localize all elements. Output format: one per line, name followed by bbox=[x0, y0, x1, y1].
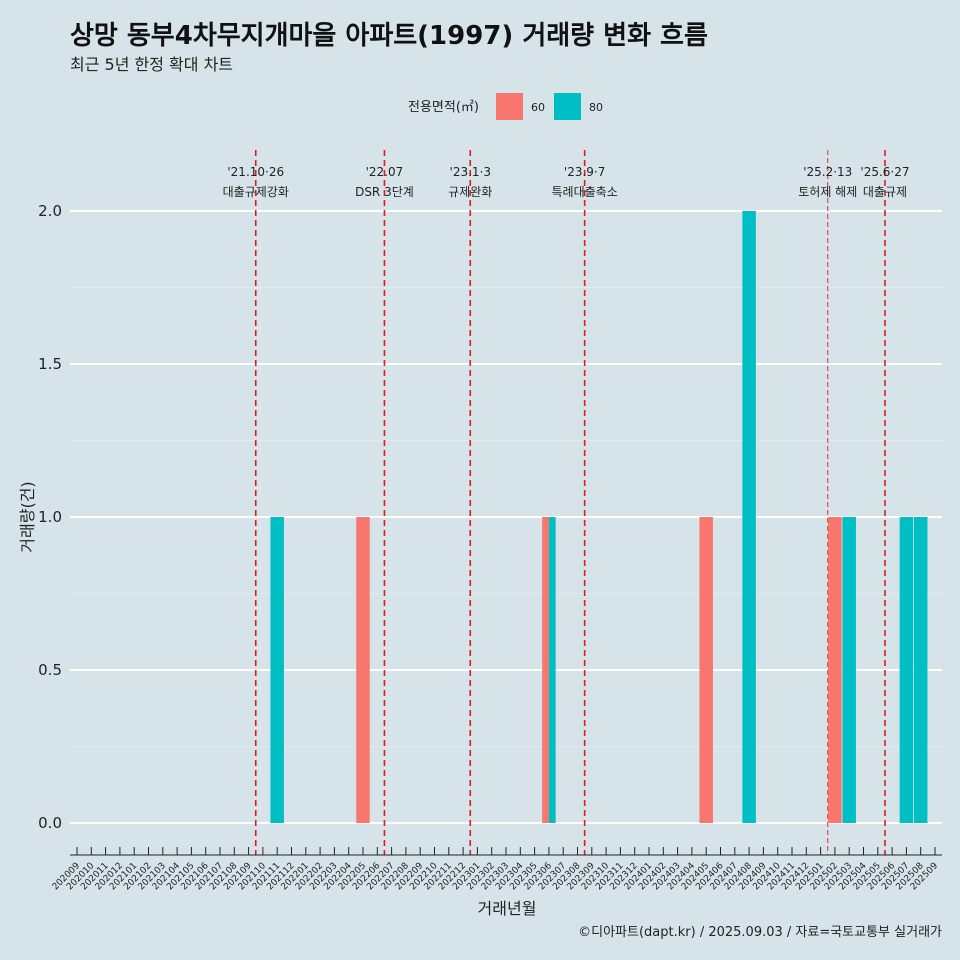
bar-60-202205 bbox=[356, 517, 370, 823]
bar-60-202405 bbox=[699, 517, 713, 823]
y-axis-title: 거래량(건) bbox=[18, 481, 37, 552]
event-lines: '21.10·26 대출규제강화 '22.07 DSR 3단계 '23.1·3 규제완화 '… bbox=[223, 150, 910, 855]
caption: ©디아파트(dapt.kr) / 2025.09.03 / 자료=국토교통부 실… bbox=[578, 925, 942, 940]
x-axis-title: 거래년월 bbox=[478, 899, 537, 918]
y-tick-label: 0.5 bbox=[38, 661, 62, 679]
bar-80-202508 bbox=[913, 517, 928, 823]
bar-60-202502 bbox=[828, 517, 842, 823]
bar-80-202507 bbox=[899, 517, 914, 823]
event-label: 대출규제강화 bbox=[223, 185, 289, 199]
y-tick-label: 2.0 bbox=[38, 202, 62, 220]
event-label: 토허제 해제 bbox=[798, 185, 857, 199]
event-label: 대출규제 bbox=[863, 185, 907, 199]
y-tick-label: 0.0 bbox=[38, 814, 62, 832]
bar-80-202306 bbox=[548, 517, 556, 823]
bar-60-202306 bbox=[542, 517, 549, 823]
bar-80-202111 bbox=[270, 517, 284, 823]
bar-80-202503 bbox=[842, 517, 856, 823]
grid bbox=[70, 210, 942, 824]
event-date: '23.9·7 bbox=[564, 165, 605, 179]
event-date: '23.1·3 bbox=[450, 165, 491, 179]
x-axis: 2020092020102020112020122021012021022021… bbox=[51, 847, 942, 892]
bar-80-202408 bbox=[742, 211, 756, 823]
event-date: '25.2·13 bbox=[803, 165, 852, 179]
legend-title: 전용면적(㎡) bbox=[408, 100, 479, 115]
event-date: '25.6·27 bbox=[860, 165, 909, 179]
y-tick-label: 1.5 bbox=[38, 355, 62, 373]
chart-title: 상망 동부4차무지개마을 아파트(1997) 거래량 변화 흐름 bbox=[70, 21, 708, 51]
legend-label-60: 60 bbox=[531, 101, 545, 114]
legend: 전용면적(㎡) 60 80 bbox=[408, 93, 603, 120]
legend-swatch-60 bbox=[496, 93, 523, 120]
y-tick-label: 1.0 bbox=[38, 508, 62, 526]
bars bbox=[270, 211, 928, 823]
event-date: '22.07 bbox=[366, 165, 404, 179]
y-axis-ticks: 0.0 0.5 1.0 1.5 2.0 bbox=[38, 202, 62, 832]
chart-subtitle: 최근 5년 한정 확대 차트 bbox=[70, 55, 233, 74]
legend-swatch-80 bbox=[554, 93, 581, 120]
event-label: 규제완화 bbox=[448, 185, 492, 199]
event-label: DSR 3단계 bbox=[355, 185, 414, 199]
event-date: '21.10·26 bbox=[227, 165, 284, 179]
event-label: 특례대출축소 bbox=[552, 185, 618, 199]
legend-label-80: 80 bbox=[589, 101, 603, 114]
